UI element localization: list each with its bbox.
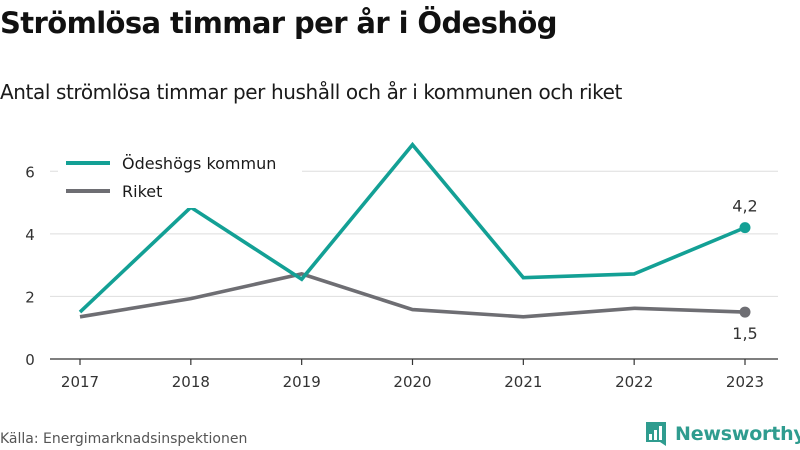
x-tick-label: 2021	[504, 373, 542, 391]
y-tick-label: 6	[25, 163, 35, 181]
chart-subtitle: Antal strömlösa timmar per hushåll och å…	[0, 80, 622, 104]
x-tick-label: 2023	[726, 373, 764, 391]
series-end-point-0	[739, 222, 751, 234]
chart-title: Strömlösa timmar per år i Ödeshög	[0, 6, 557, 40]
x-tick-label: 2022	[615, 373, 653, 391]
x-tick-label: 2017	[61, 373, 99, 391]
y-tick-label: 2	[25, 288, 35, 306]
x-tick-label: 2020	[393, 373, 431, 391]
y-tick-label: 0	[25, 351, 35, 369]
series-line-1	[79, 272, 746, 319]
legend-background	[58, 150, 302, 208]
end-value-label: 4,2	[732, 197, 757, 216]
x-tick-label: 2018	[172, 373, 210, 391]
y-tick-label: 4	[25, 226, 35, 244]
brand-logo: Newsworthy	[644, 420, 800, 448]
line-chart: 0 2 4 6 2017 2018 2019 2020 2021 2022 2023 4,2 1,5 Öd…	[25, 141, 778, 391]
source-note: Källa: Energimarknadsinspektionen	[0, 431, 248, 447]
newsworthy-logo-icon	[646, 422, 666, 446]
legend-label: Riket	[122, 182, 162, 201]
brand-name: Newsworthy	[675, 423, 800, 445]
x-tick-label: 2019	[283, 373, 321, 391]
end-value-label: 1,5	[732, 324, 757, 343]
series-end-point-1	[739, 306, 751, 318]
legend-label: Ödeshögs kommun	[122, 154, 276, 173]
